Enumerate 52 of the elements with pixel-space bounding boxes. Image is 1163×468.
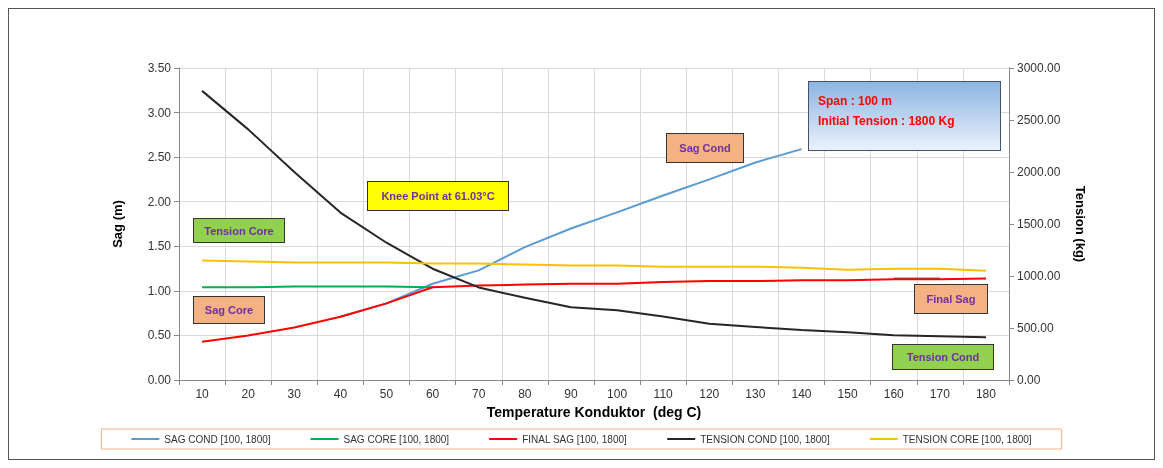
x-tick-label: 150 (837, 387, 858, 401)
x-tick-label: 160 (883, 387, 905, 401)
annotation: Initial Tension : 1800 Kg (817, 113, 956, 130)
x-tick-label: 180 (975, 387, 997, 401)
x-tick-label: 80 (518, 387, 532, 401)
x-tick-label: 60 (425, 387, 440, 401)
y2-tick-label: 1500.00 (1017, 217, 1061, 231)
y2-tick-label: 500.00 (1017, 321, 1055, 335)
x-axis-title: Temperature Konduktor (deg C) (486, 403, 702, 420)
y2-tick-label: 0.00 (1017, 373, 1041, 387)
legend-label: TENSION CORE [100, 1800] (902, 433, 1032, 445)
annotation: Final Sag (914, 284, 988, 314)
y-tick-label: 0.50 (147, 328, 172, 343)
line-series (201, 277, 987, 343)
annotation: Span : 100 m (817, 93, 894, 110)
y2-axis-title: Tension (kg) (1073, 185, 1088, 263)
x-tick-label: 70 (472, 387, 486, 401)
annotation: Sag Core (193, 296, 265, 324)
legend-label: FINAL SAG [100, 1800] (522, 433, 628, 445)
y2-tick-label: 2500.00 (1017, 113, 1061, 127)
x-tick-label: 120 (699, 387, 720, 401)
y-tick-label: 2.50 (147, 150, 172, 165)
x-tick-label: 90 (564, 387, 578, 401)
y-tick-label: 1.00 (147, 283, 172, 298)
legend-label: TENSION COND [100, 1800] (700, 433, 830, 445)
y-axis-title: Sag (m) (110, 200, 125, 248)
y2-tick-label: 1000.00 (1017, 269, 1061, 283)
x-tick-label: 30 (287, 387, 302, 401)
x-tick-label: 130 (745, 387, 766, 401)
y2-tick-label: 2000.00 (1017, 165, 1061, 179)
y-tick-label: 3.00 (147, 105, 172, 120)
annotation: Knee Point at 61.03°C (367, 181, 509, 211)
x-tick-label: 40 (333, 387, 348, 401)
annotation: Sag Cond (666, 133, 744, 163)
line-series (201, 89, 987, 339)
legend-label: SAG COND [100, 1800] (164, 433, 271, 445)
y2-tick-label: 3000.00 (1017, 61, 1061, 75)
x-tick-label: 140 (791, 387, 812, 401)
annotation: Tension Cond (892, 344, 994, 370)
line-series (201, 259, 987, 272)
x-tick-label: 10 (195, 387, 210, 401)
x-tick-label: 100 (607, 387, 628, 401)
x-tick-label: 50 (379, 387, 394, 401)
x-tick-label: 170 (929, 387, 951, 401)
y-tick-label: 3.50 (147, 61, 172, 75)
x-tick-label: 20 (241, 387, 256, 401)
y-tick-label: 2.00 (147, 194, 172, 209)
y-tick-label: 1.50 (147, 239, 172, 254)
legend-label: SAG CORE [100, 1800] (343, 433, 450, 445)
y-tick-label: 0.00 (147, 373, 172, 387)
annotation: Tension Core (193, 218, 285, 243)
x-tick-label: 110 (653, 387, 674, 401)
